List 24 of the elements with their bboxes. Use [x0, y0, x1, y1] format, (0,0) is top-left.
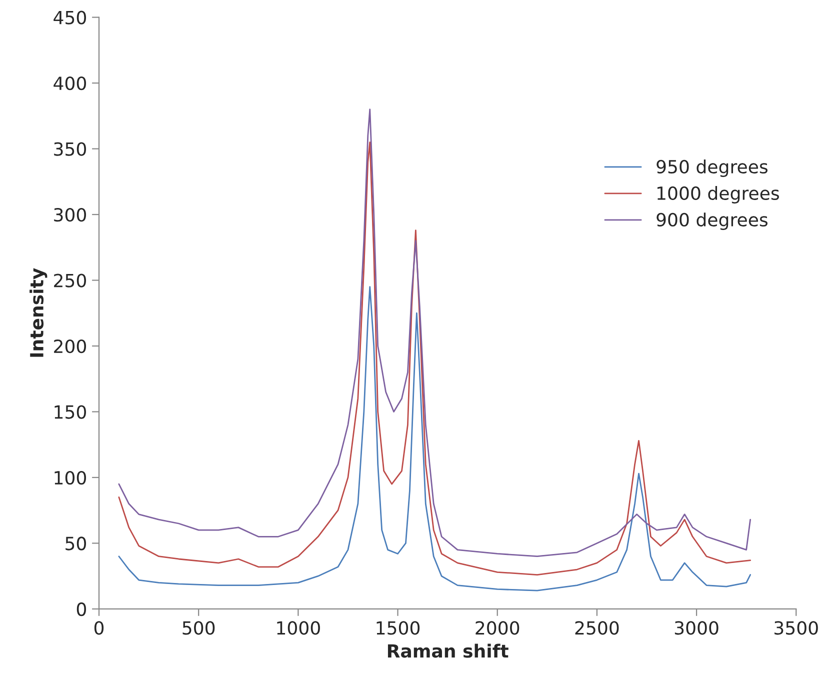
y-tick-label: 250: [54, 274, 86, 288]
x-tick-label: 3000: [674, 621, 718, 635]
x-tick-label: 1500: [376, 621, 420, 635]
y-tick-label: 150: [54, 405, 86, 419]
x-tick-label: 2500: [575, 621, 619, 635]
y-tick-label: 400: [54, 76, 86, 90]
y-tick-label: 50: [66, 536, 86, 550]
y-tick-label: 100: [54, 470, 86, 485]
legend-label: 1000 degrees: [657, 186, 779, 204]
x-tick-label: 1000: [277, 621, 320, 635]
y-tick-label: 350: [54, 142, 86, 156]
legend-label: 900 degrees: [656, 212, 768, 230]
y-axis-title: Intensity: [30, 268, 48, 357]
x-tick-label: 2000: [476, 621, 520, 635]
x-tick-label: 0: [94, 621, 104, 635]
y-tick-label: 200: [54, 339, 86, 354]
x-tick-label: 3500: [774, 621, 818, 635]
y-tick-label: 450: [54, 10, 86, 24]
x-tick-label: 500: [182, 621, 215, 635]
line-series: [118, 286, 752, 592]
legend-label: 950 degrees: [656, 160, 768, 178]
y-tick-label: 300: [54, 208, 86, 222]
x-axis-title: Raman shift: [388, 644, 508, 658]
y-tick-label: 0: [76, 602, 86, 616]
